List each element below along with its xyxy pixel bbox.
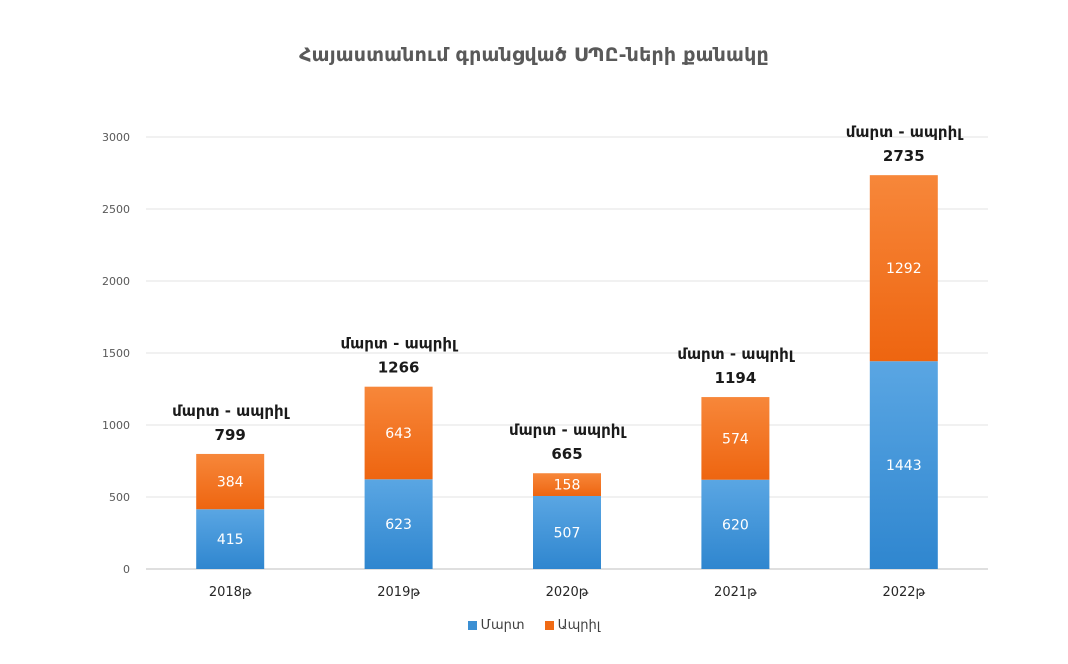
bar-april (701, 397, 770, 480)
chart-title: Հայաստանում գրանցված ՍՊԸ-ների քանակը (299, 44, 769, 66)
x-tick-label: 2020թ (546, 585, 589, 600)
data-label: 623 (385, 517, 412, 533)
bar-april (364, 386, 433, 480)
y-tick-label: 1000 (102, 419, 130, 432)
bar-mart (869, 361, 938, 569)
legend-item-mart: Մարտ (467, 618, 525, 633)
data-label: 384 (217, 475, 244, 491)
data-label: 1443 (886, 458, 922, 474)
bar-mart (533, 495, 601, 569)
y-tick-label: 0 (123, 563, 130, 576)
total-caption: մարտ - ապրիլ (341, 335, 459, 353)
total-value: 1266 (378, 359, 420, 377)
x-tick-label: 2022թ (882, 585, 925, 600)
bar-april (869, 175, 938, 362)
bar-mart (196, 509, 265, 569)
bar-mart (364, 479, 433, 569)
y-tick-label: 500 (109, 491, 130, 504)
total-value: 799 (215, 426, 246, 444)
bar-mart (701, 479, 770, 569)
data-label: 415 (217, 532, 244, 548)
data-label: 1292 (886, 261, 922, 277)
y-tick-label: 2500 (102, 203, 130, 216)
total-value: 665 (551, 445, 582, 463)
total-caption: մարտ - ապրիլ (846, 123, 964, 141)
total-value: 2735 (883, 147, 925, 165)
data-label: 507 (554, 525, 581, 541)
data-label: 643 (385, 426, 412, 442)
total-caption: մարտ - ապրիլ (677, 345, 795, 363)
bar-april (533, 473, 601, 496)
data-label: 574 (722, 431, 749, 447)
total-caption: մարտ - ապրիլ (172, 402, 290, 420)
legend-label-april: Ապրիլ (557, 618, 601, 633)
legend-label-mart: Մարտ (480, 618, 525, 633)
legend-swatch-april (544, 621, 554, 630)
x-tick-label: 2021թ (714, 585, 757, 600)
x-tick-label: 2019թ (377, 585, 420, 600)
data-label: 158 (554, 478, 581, 494)
x-tick-label: 2018թ (209, 585, 252, 600)
y-tick-label: 1500 (102, 347, 130, 360)
legend-item-april: Ապրիլ (544, 618, 601, 633)
y-tick-label: 3000 (102, 131, 130, 144)
legend: Մարտ Ապրիլ (0, 618, 1068, 634)
bar-april (196, 453, 265, 510)
legend-swatch-mart (467, 621, 477, 630)
data-label: 620 (722, 517, 749, 533)
total-value: 1194 (715, 369, 757, 387)
total-caption: մարտ - ապրիլ (509, 421, 627, 439)
y-tick-label: 2000 (102, 275, 130, 288)
